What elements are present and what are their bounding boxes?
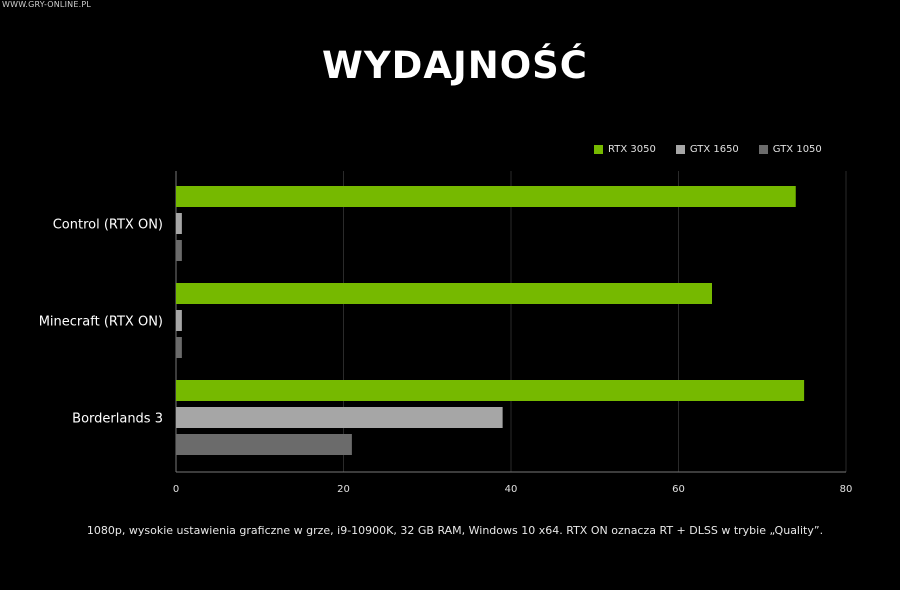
watermark: WWW.GRY-ONLINE.PL	[2, 0, 92, 9]
legend-item-gtx-1650: GTX 1650	[675, 144, 739, 155]
x-tick-label-20: 20	[337, 484, 350, 495]
legend-label-gtx-1650: GTX 1650	[689, 144, 739, 155]
category-label-1: Minecraft (RTX ON)	[39, 315, 163, 330]
legend-swatch-gtx-1050	[758, 145, 768, 154]
legend-swatch-rtx-3050	[594, 145, 603, 154]
category-label-2: Borderlands 3	[72, 412, 163, 427]
bar-gtx-1050-2	[176, 434, 352, 455]
bar-rtx-3050-0	[176, 186, 796, 207]
bar-gtx-1650-0	[176, 213, 182, 234]
x-tick-label-40: 40	[505, 484, 518, 495]
bar-rtx-3050-2	[176, 380, 805, 401]
bar-gtx-1050-1	[176, 337, 182, 358]
category-label-0: Control (RTX ON)	[53, 218, 163, 233]
legend-item-gtx-1050: GTX 1050	[758, 144, 822, 155]
bar-gtx-1650-1	[176, 310, 182, 331]
chart-title: WYDAJNOŚĆ	[322, 44, 588, 87]
x-tick-label-80: 80	[840, 484, 853, 495]
footnote: 1080p, wysokie ustawienia graficzne w gr…	[86, 524, 824, 537]
x-tick-label-60: 60	[672, 484, 685, 495]
legend-item-rtx-3050: RTX 3050	[594, 144, 656, 155]
bar-rtx-3050-1	[176, 283, 712, 304]
legend-label-gtx-1050: GTX 1050	[772, 144, 822, 155]
legend-label-rtx-3050: RTX 3050	[608, 144, 656, 155]
legend: RTX 3050 GTX 1650 GTX 1050	[594, 144, 822, 155]
bar-gtx-1050-0	[176, 240, 182, 261]
x-tick-label-0: 0	[173, 484, 179, 495]
bar-gtx-1650-2	[176, 407, 503, 428]
legend-swatch-gtx-1650	[675, 145, 685, 154]
